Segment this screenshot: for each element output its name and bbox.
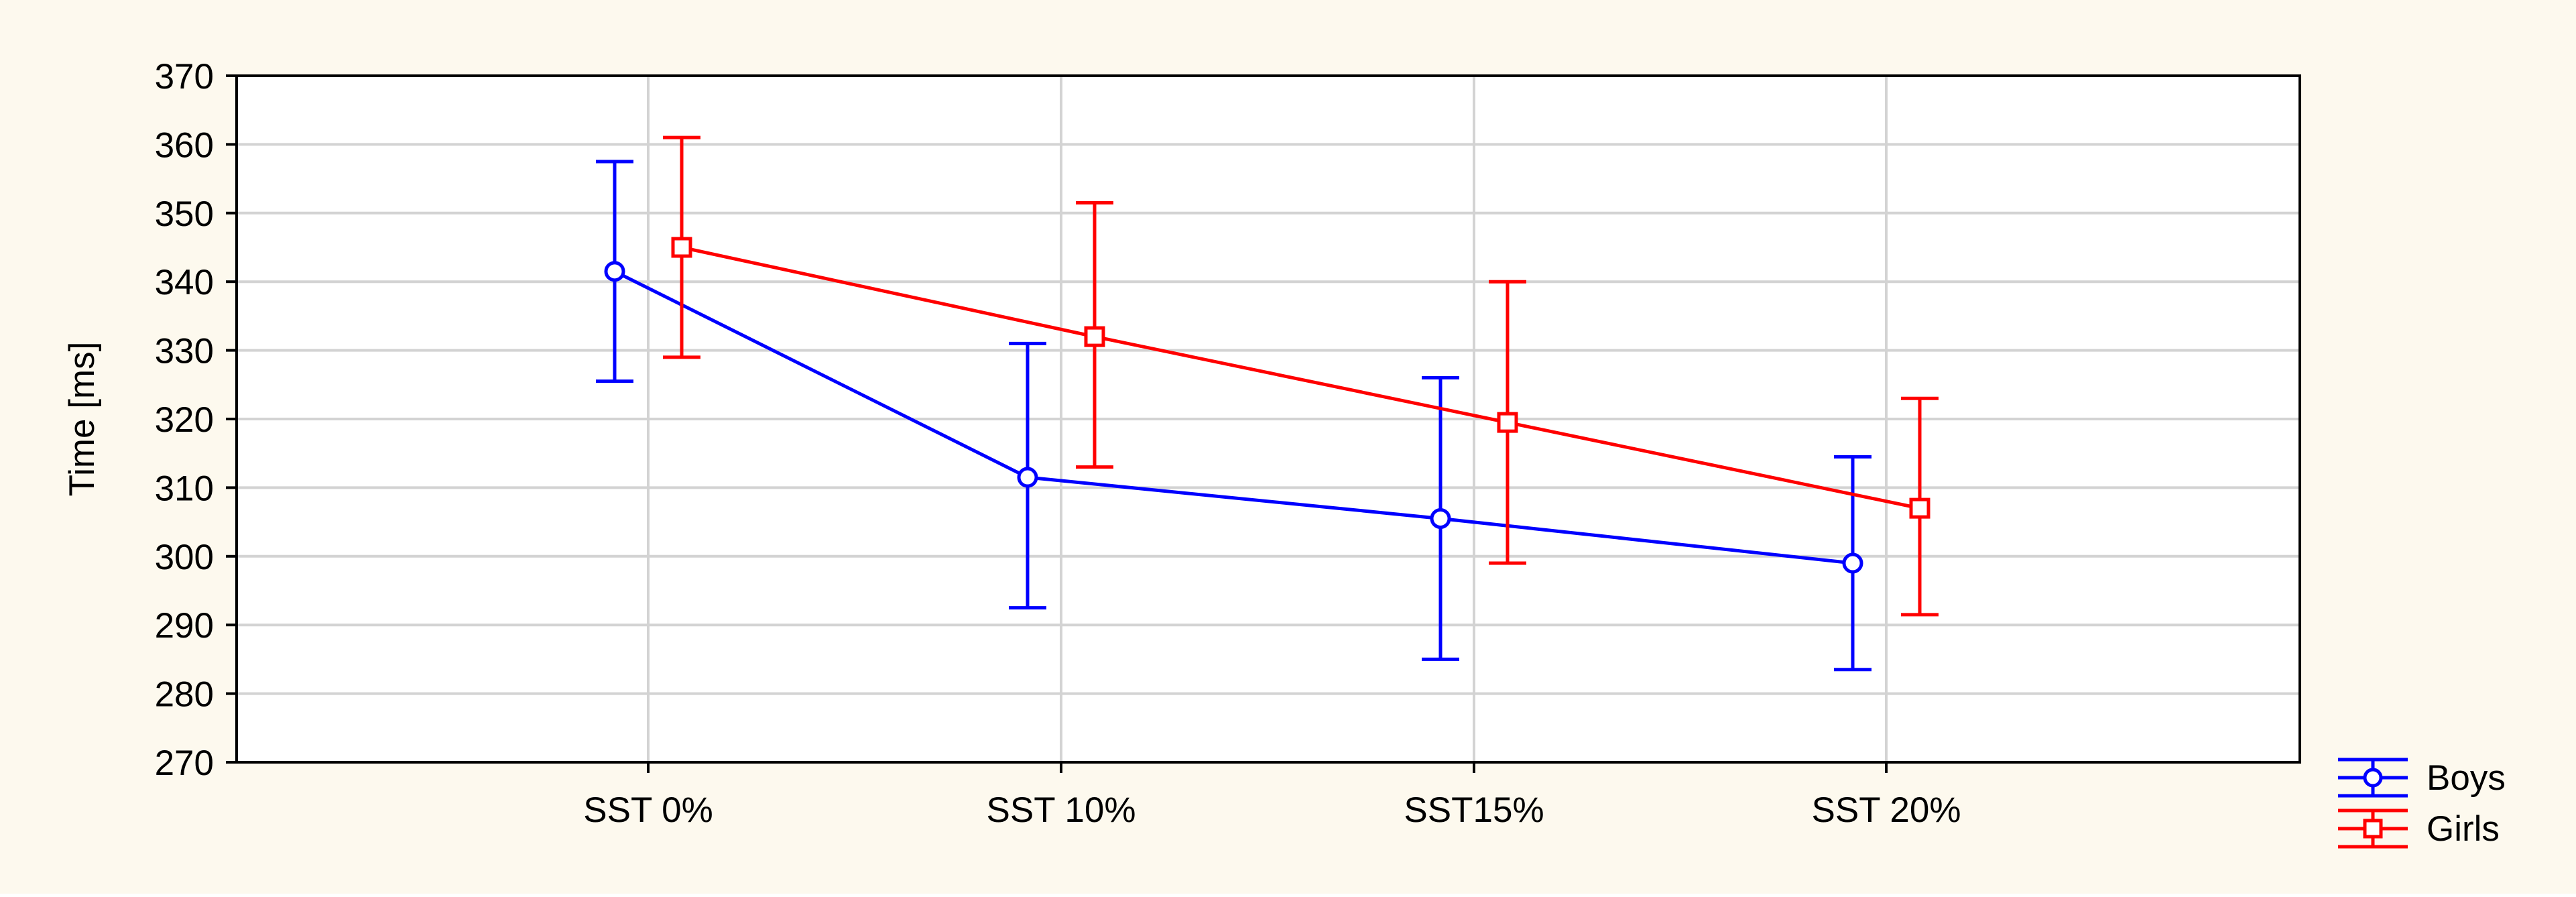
- series-line: [681, 245, 1920, 510]
- y-tick-label: 370: [155, 57, 214, 97]
- data-point-marker: [1017, 467, 1038, 488]
- y-tick-label: 320: [155, 400, 214, 440]
- x-tick-label: SST15%: [1404, 790, 1544, 830]
- y-tick-label: 280: [155, 675, 214, 715]
- data-point-marker: [1842, 552, 1863, 574]
- legend-marker: [2363, 768, 2383, 788]
- data-point-marker: [671, 237, 692, 258]
- data-point-marker: [1084, 326, 1105, 347]
- series-girls: [663, 135, 1939, 617]
- axis-ticks: 270 280 290 300 310 320 330 340 350 360 370 SST 0% S…: [155, 57, 1961, 830]
- y-tick-label: 350: [155, 194, 214, 234]
- legend-marker: [2363, 819, 2383, 839]
- series-layer: [596, 135, 1939, 672]
- legend-label: Boys: [2427, 758, 2506, 798]
- data-point-marker: [1497, 412, 1518, 433]
- series-boys: [596, 160, 1872, 672]
- x-tick-label: SST 10%: [987, 790, 1136, 830]
- y-axis-label: Time [ms]: [62, 342, 102, 497]
- data-point-marker: [1430, 507, 1451, 529]
- data-point-marker: [1909, 497, 1930, 519]
- legend-item-girls: Girls: [2338, 809, 2500, 849]
- y-tick-label: 300: [155, 538, 214, 577]
- y-tick-label: 310: [155, 469, 214, 508]
- series-line: [613, 270, 1853, 565]
- x-tick-label: SST 20%: [1812, 790, 1961, 830]
- legend: Boys Girls: [2338, 758, 2506, 849]
- legend-label: Girls: [2427, 809, 2500, 849]
- y-tick-label: 360: [155, 125, 214, 165]
- y-tick-label: 270: [155, 743, 214, 783]
- x-tick-label: SST 0%: [583, 790, 713, 830]
- legend-item-boys: Boys: [2338, 758, 2506, 798]
- y-tick-label: 340: [155, 263, 214, 302]
- grid-lines: [237, 76, 2300, 762]
- y-tick-label: 290: [155, 606, 214, 646]
- y-tick-label: 330: [155, 332, 214, 371]
- data-point-marker: [604, 261, 625, 282]
